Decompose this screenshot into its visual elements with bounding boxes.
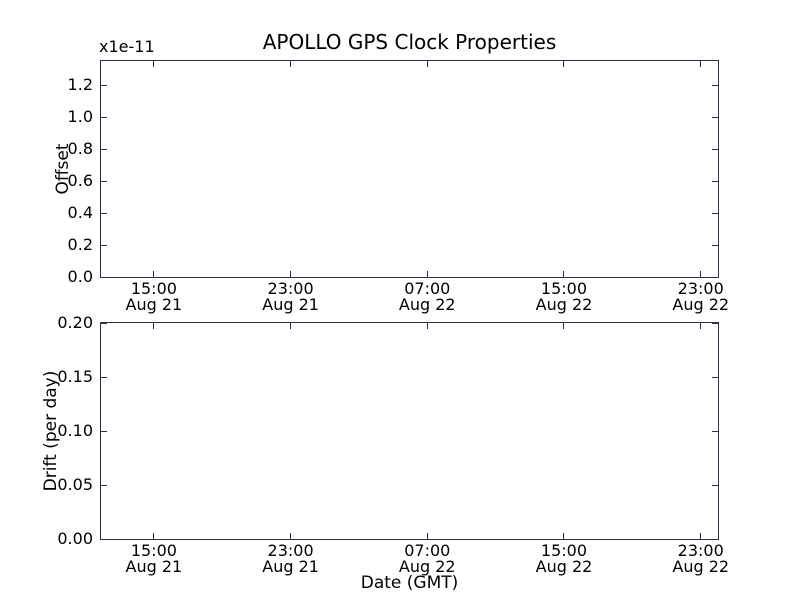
y-tick-label: 1.0 bbox=[67, 107, 93, 126]
y-tick-mark-right bbox=[712, 376, 718, 378]
x-tick-mark-top bbox=[290, 323, 292, 329]
drift-y-axis-label: Drift (per day) bbox=[41, 370, 61, 492]
offset-subplot-frame: 15:00 Aug 21 23:00 Aug 21 07:00 Aug 22 15:00 Au… bbox=[68, 60, 729, 313]
x-tick-label-line: 07:00 bbox=[404, 279, 451, 298]
y-tick-mark-left bbox=[101, 376, 107, 378]
x-tick-mark-top bbox=[563, 323, 565, 329]
x-tick-label: 15:00 Aug 21 bbox=[126, 543, 183, 575]
x-tick-label: 15:00 Aug 22 bbox=[536, 281, 593, 313]
y-tick-mark-left bbox=[101, 484, 107, 486]
drift-subplot-frame: 15:00 Aug 21 23:00 Aug 21 07:00 Aug 22 15:00 Au… bbox=[57, 314, 729, 575]
y-tick-mark-left bbox=[101, 538, 107, 540]
x-tick-mark-bottom bbox=[563, 271, 565, 277]
y-tick-mark-left bbox=[101, 116, 107, 118]
x-tick-label-line: 15:00 bbox=[130, 279, 177, 298]
x-tick-mark-bottom bbox=[153, 533, 155, 539]
y-tick-label: 0.8 bbox=[67, 139, 93, 158]
x-tick-label-line: Aug 21 bbox=[262, 295, 319, 314]
x-axis-label: Date (GMT) bbox=[360, 573, 459, 593]
y-tick-label: 1.2 bbox=[67, 75, 93, 94]
x-tick-label: 23:00 Aug 22 bbox=[672, 543, 729, 575]
y-tick-mark-left bbox=[101, 148, 107, 150]
x-tick-label-line: 23:00 bbox=[267, 279, 314, 298]
x-tick-mark-bottom bbox=[700, 271, 702, 277]
x-tick-mark-bottom bbox=[290, 533, 292, 539]
x-tick-mark-bottom bbox=[700, 533, 702, 539]
x-tick-label-line: Aug 22 bbox=[398, 295, 456, 314]
y-tick-label: 0.0 bbox=[67, 267, 93, 286]
y-tick-mark-left bbox=[101, 212, 107, 214]
x-tick-mark-bottom bbox=[290, 271, 292, 277]
x-tick-mark-bottom bbox=[426, 271, 428, 277]
x-tick-label-line: 15:00 bbox=[540, 279, 588, 298]
x-tick-label-line: 23:00 bbox=[677, 279, 724, 298]
x-tick-label-line: Aug 22 bbox=[672, 557, 730, 576]
x-tick-label-line: Aug 22 bbox=[535, 557, 593, 576]
y-tick-mark-right bbox=[712, 322, 718, 324]
x-tick-label: 15:00 Aug 21 bbox=[126, 281, 183, 313]
y-tick-mark-right bbox=[712, 244, 718, 246]
y-tick-mark-right bbox=[712, 84, 718, 86]
x-tick-label-line: Aug 22 bbox=[535, 295, 593, 314]
x-tick-mark-bottom bbox=[426, 533, 428, 539]
y-tick-mark-left bbox=[101, 276, 107, 278]
x-tick-mark-top bbox=[700, 61, 702, 67]
y-tick-mark-left bbox=[101, 180, 107, 182]
x-tick-label: 15:00 Aug 22 bbox=[536, 543, 593, 575]
x-tick-label-line: Aug 21 bbox=[125, 295, 183, 314]
x-tick-mark-bottom bbox=[153, 271, 155, 277]
x-tick-label: 07:00 Aug 22 bbox=[399, 543, 456, 575]
y-tick-label: 0.2 bbox=[67, 235, 93, 254]
y-tick-label: 0.6 bbox=[67, 171, 93, 190]
x-tick-label: 23:00 Aug 21 bbox=[262, 543, 319, 575]
x-tick-label-line: 15:00 bbox=[540, 541, 588, 560]
y-tick-mark-right bbox=[712, 148, 718, 150]
x-tick-mark-top bbox=[290, 61, 292, 67]
x-tick-label-line: Aug 21 bbox=[262, 557, 319, 576]
x-tick-mark-top bbox=[153, 323, 155, 329]
x-tick-label: 23:00 Aug 22 bbox=[672, 281, 729, 313]
y-tick-mark-right bbox=[712, 430, 718, 432]
y-tick-mark-left bbox=[101, 84, 107, 86]
y-tick-label: 0.10 bbox=[57, 421, 93, 440]
y-tick-label: 0.20 bbox=[57, 313, 93, 332]
x-tick-label-line: Aug 21 bbox=[125, 557, 183, 576]
figure-title: APOLLO GPS Clock Properties bbox=[262, 30, 557, 54]
x-tick-mark-bottom bbox=[563, 533, 565, 539]
offset-y-axis-label: Offset bbox=[53, 143, 73, 195]
x-tick-mark-top bbox=[426, 61, 428, 67]
x-tick-label-line: Aug 22 bbox=[672, 295, 730, 314]
x-tick-mark-top bbox=[563, 61, 565, 67]
y-tick-label: 0.4 bbox=[67, 203, 93, 222]
y-tick-mark-left bbox=[101, 430, 107, 432]
y-tick-mark-right bbox=[712, 276, 718, 278]
x-tick-label-line: 15:00 bbox=[130, 541, 177, 560]
x-tick-mark-top bbox=[426, 323, 428, 329]
y-tick-mark-left bbox=[101, 244, 107, 246]
x-tick-label-line: 07:00 bbox=[404, 541, 451, 560]
x-tick-mark-top bbox=[700, 323, 702, 329]
x-tick-mark-top bbox=[153, 61, 155, 67]
y-tick-mark-left bbox=[101, 322, 107, 324]
x-tick-label-line: Aug 22 bbox=[398, 557, 456, 576]
y-tick-mark-right bbox=[712, 538, 718, 540]
y-tick-mark-right bbox=[712, 180, 718, 182]
y-tick-label: 0.00 bbox=[57, 529, 93, 548]
x-tick-label-line: 23:00 bbox=[677, 541, 724, 560]
x-tick-label-line: 23:00 bbox=[267, 541, 314, 560]
y-tick-label: 0.05 bbox=[57, 475, 93, 494]
x-tick-label: 07:00 Aug 22 bbox=[399, 281, 456, 313]
y-tick-mark-right bbox=[712, 116, 718, 118]
x-tick-label: 23:00 Aug 21 bbox=[262, 281, 319, 313]
y-tick-mark-right bbox=[712, 212, 718, 214]
y-tick-label: 0.15 bbox=[57, 367, 93, 386]
y-axis-scale-offset-text: x1e-11 bbox=[99, 37, 155, 56]
y-tick-mark-right bbox=[712, 484, 718, 486]
